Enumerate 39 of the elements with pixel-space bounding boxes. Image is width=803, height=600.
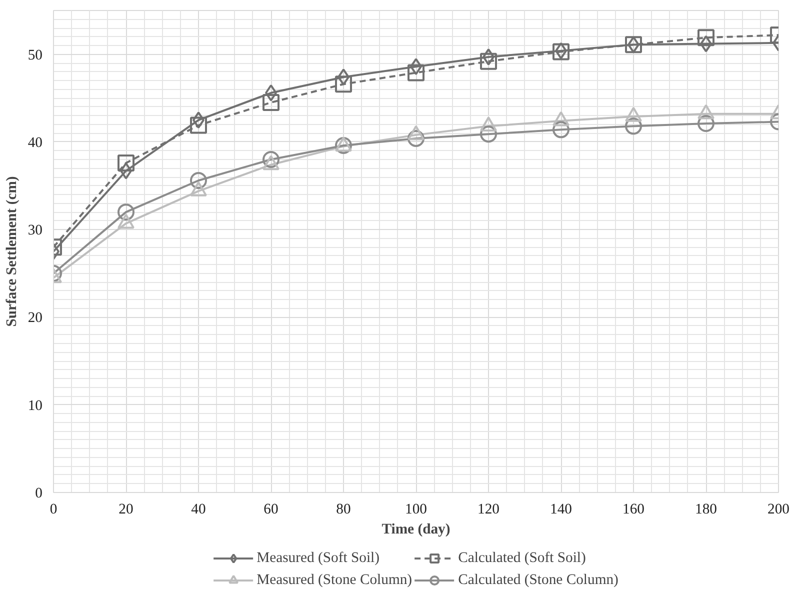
x-tick-label: 140 [550, 502, 572, 518]
point [698, 29, 714, 46]
x-tick-label: 120 [478, 502, 500, 518]
y-tick-label: 10 [28, 398, 42, 414]
y-tick-label: 30 [28, 222, 42, 239]
point [262, 150, 280, 168]
point [190, 116, 207, 134]
x-tick-label: 180 [695, 502, 717, 518]
x-tick-label: 100 [405, 502, 427, 518]
point [552, 121, 570, 138]
x-tick-label: 60 [264, 502, 278, 518]
y-axis-title: Surface Settlement (cm) [4, 176, 20, 327]
x-tick-label: 40 [191, 502, 206, 518]
y-tick-label: 50 [28, 47, 42, 64]
point [480, 126, 497, 143]
legend-label: Measured (Soft Soil) [256, 550, 380, 566]
point [408, 64, 424, 82]
point [552, 43, 570, 60]
x-tick-label: 0 [50, 502, 58, 518]
x-tick-label: 80 [336, 502, 351, 518]
legend-label: Calculated (Stone Column) [458, 572, 618, 588]
point [335, 76, 352, 93]
legend-label: Calculated (Soft Soil) [458, 550, 586, 566]
point [625, 118, 642, 135]
point [118, 204, 134, 221]
point [118, 154, 134, 172]
y-tick-label: 20 [28, 310, 42, 326]
y-tick-label: 0 [35, 486, 42, 502]
point [698, 115, 714, 132]
point [480, 52, 497, 70]
point [262, 94, 280, 112]
point [190, 172, 207, 189]
x-tick-label: 160 [622, 502, 644, 518]
x-tick-label: 20 [118, 502, 134, 518]
x-tick-label: 200 [768, 502, 790, 518]
point [408, 130, 424, 147]
x-axis-title: Time (day) [382, 522, 450, 538]
legend-label: Measured (Stone Column) [256, 572, 412, 588]
y-tick-label: 40 [28, 134, 42, 151]
